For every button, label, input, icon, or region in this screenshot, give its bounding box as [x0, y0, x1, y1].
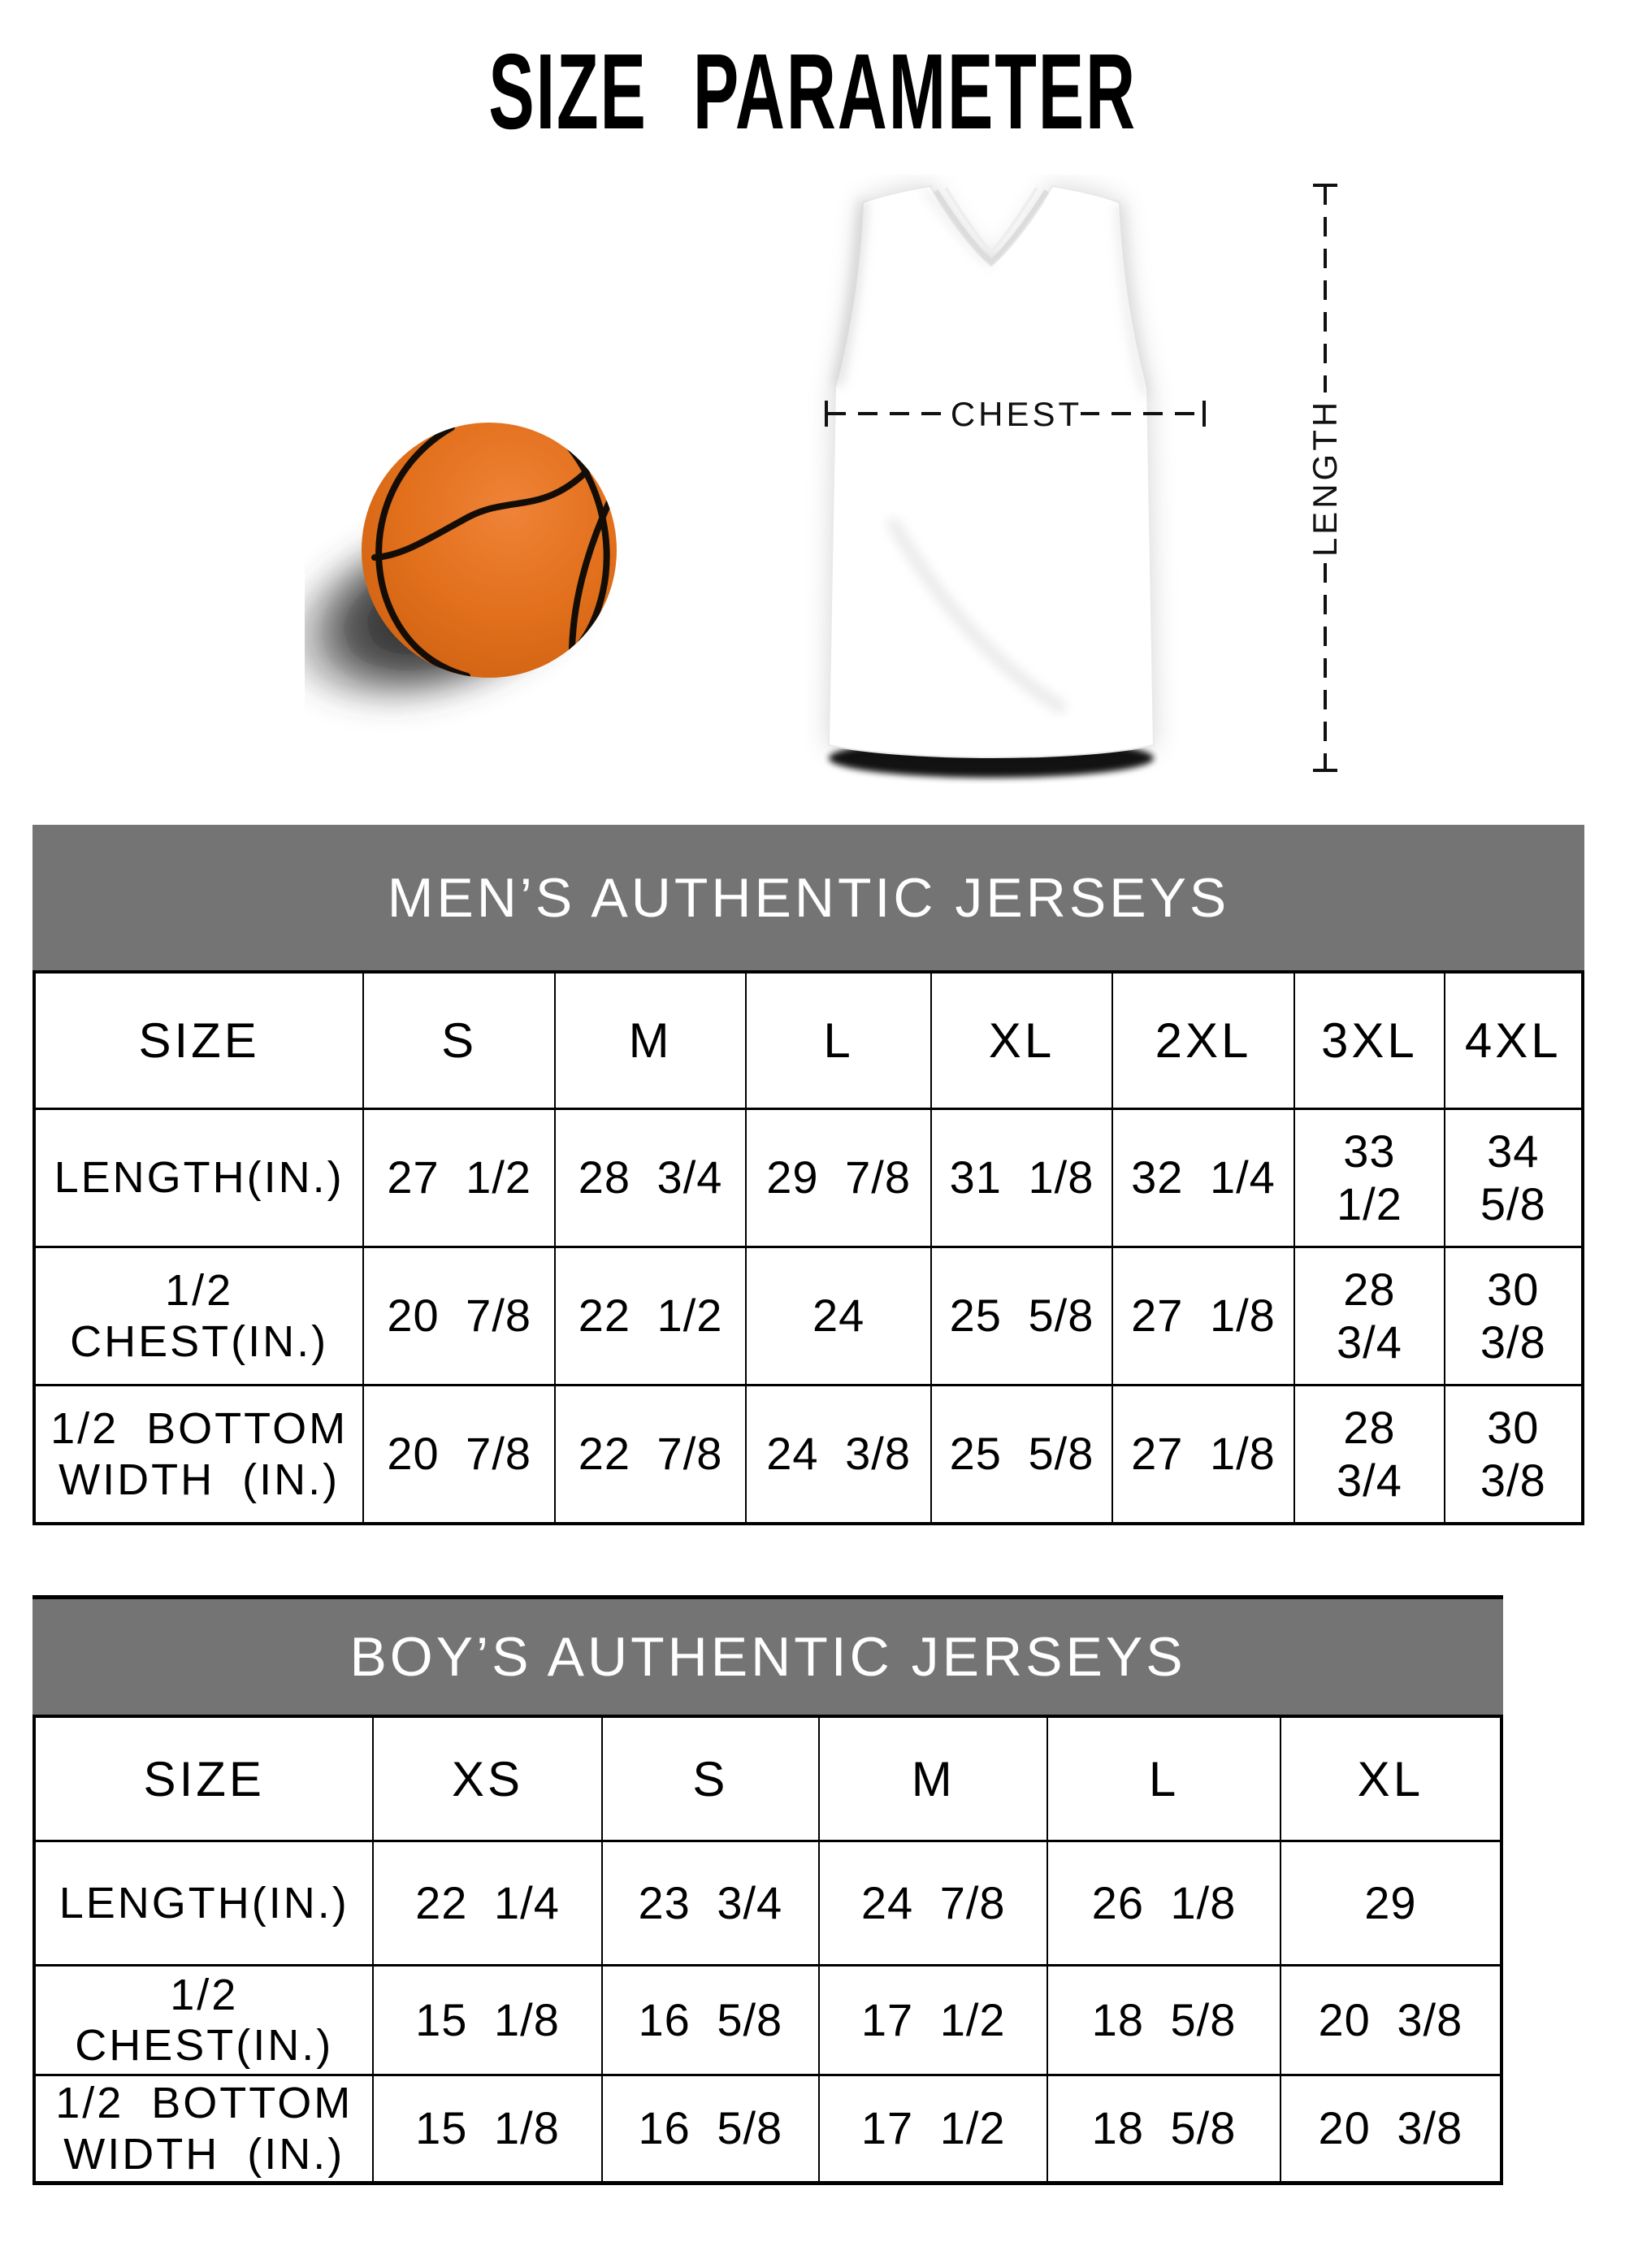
value-cell: 28 3/4 — [1294, 1248, 1443, 1384]
mens-header-2xl: 2XL — [1111, 974, 1294, 1108]
boys-header-row: SIZE XS S M L XL — [36, 1718, 1500, 1840]
value-cell: 20 7/8 — [362, 1248, 554, 1384]
boys-bottom-width-row: 1/2 BOTTOM WIDTH (IN.) 15 1/8 16 5/8 17 … — [36, 2074, 1500, 2181]
row-label: 1/2 CHEST(IN.) — [75, 1970, 334, 2070]
boys-table-grid: SIZE XS S M L XL LENGTH(IN.) 22 1/4 23 3… — [32, 1715, 1503, 2185]
value-cell: 22 7/8 — [554, 1386, 745, 1522]
boys-header-m: M — [818, 1718, 1046, 1840]
value-cell: 24 7/8 — [818, 1842, 1046, 1964]
value-cell: 33 1/2 — [1294, 1110, 1443, 1246]
page-title-text: SIZE PARAMETER — [488, 32, 1137, 151]
length-measure-line — [1313, 184, 1337, 772]
value-cell: 30 3/8 — [1443, 1248, 1581, 1384]
boys-length-row: LENGTH(IN.) 22 1/4 23 3/4 24 7/8 26 1/8 … — [36, 1840, 1500, 1964]
boys-chest-row: 1/2 CHEST(IN.) 15 1/8 16 5/8 17 1/2 18 5… — [36, 1964, 1500, 2074]
boys-header-size: SIZE — [143, 1751, 265, 1806]
mens-header-row: SIZE S M L XL 2XL 3XL 4XL — [36, 974, 1581, 1108]
boys-size-table: BOY’S AUTHENTIC JERSEYS SIZE XS S M L XL… — [32, 1595, 1503, 2185]
value-cell: 17 1/2 — [818, 2076, 1046, 2181]
mens-table-title-band: MEN’S AUTHENTIC JERSEYS — [32, 825, 1584, 970]
value-cell: 20 7/8 — [362, 1386, 554, 1522]
jersey-illustration — [827, 184, 1155, 758]
boys-header-l: L — [1046, 1718, 1280, 1840]
mens-header-s: S — [362, 974, 554, 1108]
value-cell: 15 1/8 — [372, 2076, 600, 2181]
row-label: LENGTH(IN.) — [54, 1153, 344, 1203]
mens-chest-row: 1/2 CHEST(IN.) 20 7/8 22 1/2 24 25 5/8 2… — [36, 1246, 1581, 1384]
value-cell: 17 1/2 — [818, 1967, 1046, 2074]
mens-bottom-width-row: 1/2 BOTTOM WIDTH (IN.) 20 7/8 22 7/8 24 … — [36, 1384, 1581, 1522]
value-cell: 34 5/8 — [1443, 1110, 1581, 1246]
value-cell: 22 1/4 — [372, 1842, 600, 1964]
boys-header-xs: XS — [372, 1718, 600, 1840]
value-cell: 24 — [745, 1248, 930, 1384]
value-cell: 23 3/4 — [600, 1842, 819, 1964]
jersey-measurement-diagram: CHEST LENGTH — [825, 184, 1344, 778]
value-cell: 27 1/8 — [1111, 1386, 1294, 1522]
jersey-collar — [934, 186, 1049, 265]
value-cell: 22 1/2 — [554, 1248, 745, 1384]
value-cell: 24 3/8 — [745, 1386, 930, 1522]
mens-header-size: SIZE — [138, 1013, 260, 1068]
value-cell: 25 5/8 — [930, 1386, 1112, 1522]
mens-header-xl: XL — [930, 974, 1112, 1108]
mens-header-m: M — [554, 974, 745, 1108]
mens-table-grid: SIZE S M L XL 2XL 3XL 4XL LENGTH(IN.) 27… — [32, 970, 1584, 1525]
basketball-icon — [305, 423, 617, 714]
value-cell: 20 3/8 — [1279, 1967, 1500, 2074]
value-cell: 25 5/8 — [930, 1248, 1112, 1384]
value-cell: 31 1/8 — [930, 1110, 1112, 1246]
row-label: LENGTH(IN.) — [58, 1878, 349, 1928]
mens-header-3xl: 3XL — [1294, 974, 1443, 1108]
value-cell: 28 3/4 — [554, 1110, 745, 1246]
value-cell: 20 3/8 — [1279, 2076, 1500, 2181]
value-cell: 15 1/8 — [372, 1967, 600, 2074]
value-cell: 32 1/4 — [1111, 1110, 1294, 1246]
chest-label: CHEST — [951, 395, 1082, 433]
boys-header-s: S — [600, 1718, 819, 1840]
mens-size-table: MEN’S AUTHENTIC JERSEYS SIZE S M L XL 2X… — [32, 825, 1584, 1525]
boys-table-title-band: BOY’S AUTHENTIC JERSEYS — [32, 1595, 1503, 1715]
value-cell: 27 1/8 — [1111, 1248, 1294, 1384]
value-cell: 27 1/2 — [362, 1110, 554, 1246]
value-cell: 16 5/8 — [600, 1967, 819, 2074]
boys-header-xl: XL — [1279, 1718, 1500, 1840]
mens-header-4xl: 4XL — [1443, 974, 1581, 1108]
value-cell: 16 5/8 — [600, 2076, 819, 2181]
value-cell: 18 5/8 — [1046, 1967, 1280, 2074]
page-title: SIZE PARAMETER — [0, 32, 1625, 151]
chest-label-mask — [952, 388, 1081, 438]
value-cell: 28 3/4 — [1294, 1386, 1443, 1522]
length-label: LENGTH — [1306, 399, 1344, 557]
mens-length-row: LENGTH(IN.) 27 1/2 28 3/4 29 7/8 31 1/8 … — [36, 1108, 1581, 1246]
row-label: 1/2 BOTTOM WIDTH (IN.) — [55, 2079, 353, 2179]
mens-header-l: L — [745, 974, 930, 1108]
value-cell: 26 1/8 — [1046, 1842, 1280, 1964]
row-label: 1/2 CHEST(IN.) — [70, 1266, 329, 1366]
value-cell: 29 7/8 — [745, 1110, 930, 1246]
mens-table-title: MEN’S AUTHENTIC JERSEYS — [387, 866, 1230, 929]
value-cell: 29 — [1279, 1842, 1500, 1964]
basketball-body — [362, 423, 617, 678]
boys-table-title: BOY’S AUTHENTIC JERSEYS — [349, 1626, 1186, 1688]
value-cell: 18 5/8 — [1046, 2076, 1280, 2181]
row-label: 1/2 BOTTOM WIDTH (IN.) — [50, 1404, 349, 1504]
value-cell: 30 3/8 — [1443, 1386, 1581, 1522]
chest-measure-line — [825, 401, 1206, 427]
